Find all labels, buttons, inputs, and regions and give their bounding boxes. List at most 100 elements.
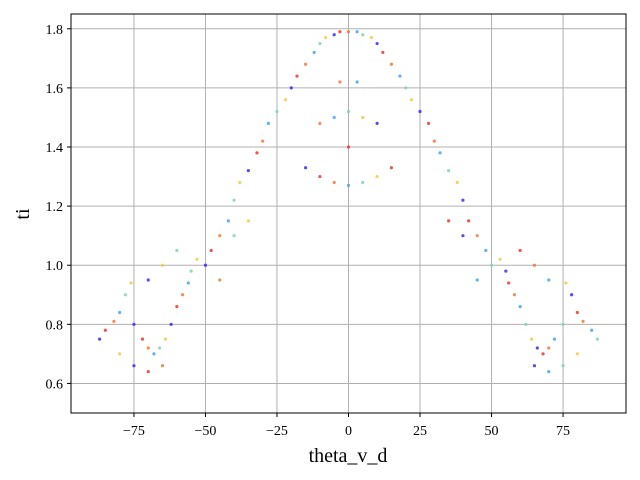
scatter-point	[209, 248, 213, 253]
scatter-point	[461, 234, 465, 238]
scatter-point	[552, 337, 557, 341]
x-tick-label: 25	[413, 424, 427, 439]
scatter-point	[112, 319, 116, 323]
x-tick-label: −75	[123, 424, 145, 439]
scatter-point	[146, 370, 150, 374]
x-axis-ticks: −75 −50 −25 0 25 50 75	[123, 413, 570, 439]
scatter-point	[504, 269, 508, 273]
scatter-point	[532, 263, 537, 267]
scatter-point	[303, 62, 308, 66]
scatter-point	[132, 322, 136, 326]
scatter-point	[158, 346, 162, 350]
scatter-point	[461, 198, 465, 202]
scatter-point	[324, 36, 328, 40]
scatter-point	[303, 166, 308, 170]
scatter-point	[581, 319, 585, 323]
scatter-point	[355, 80, 359, 84]
scatter-point	[175, 305, 179, 309]
scatter-point	[118, 310, 122, 315]
scatter-point	[346, 145, 351, 149]
scatter-point	[447, 219, 451, 223]
scatter-point	[332, 180, 336, 185]
scatter-point	[218, 278, 222, 282]
scatter-point	[475, 234, 479, 238]
x-tick-label: −25	[266, 424, 288, 439]
scatter-point	[169, 322, 173, 326]
scatter-points	[98, 30, 599, 374]
scatter-point	[398, 74, 402, 78]
scatter-point	[455, 180, 459, 185]
scatter-point	[346, 30, 351, 34]
scatter-point	[432, 139, 436, 143]
scatter-point	[332, 115, 336, 120]
scatter-point	[132, 364, 136, 368]
scatter-point	[346, 109, 351, 114]
scatter-point	[189, 269, 193, 273]
scatter-point	[361, 33, 365, 37]
scatter-point	[590, 328, 594, 332]
y-tick-label: 0.8	[46, 318, 64, 333]
scatter-point	[484, 248, 488, 253]
scatter-point	[535, 346, 539, 350]
scatter-point	[489, 263, 494, 267]
y-tick-label: 1.4	[46, 141, 64, 156]
x-tick-label: −50	[195, 424, 217, 439]
scatter-point	[261, 139, 265, 143]
scatter-point	[275, 109, 279, 114]
y-tick-label: 0.6	[46, 377, 64, 392]
scatter-point	[547, 346, 551, 350]
scatter-point	[140, 337, 145, 341]
scatter-point	[507, 281, 511, 285]
scatter-point	[381, 50, 385, 55]
scatter-point	[152, 352, 156, 356]
scatter-point	[561, 364, 565, 368]
scatter-point	[195, 257, 199, 261]
scatter-point	[255, 151, 259, 155]
scatter-point	[163, 337, 168, 341]
x-tick-label: 75	[556, 424, 570, 439]
scatter-point	[518, 305, 522, 309]
scatter-point	[146, 278, 150, 282]
scatter-point	[318, 41, 322, 46]
scatter-point	[498, 257, 502, 261]
scatter-point	[369, 36, 373, 40]
scatter-point	[375, 174, 379, 179]
scatter-point	[524, 322, 528, 326]
scatter-point	[447, 169, 451, 173]
scatter-point	[409, 98, 414, 102]
scatter-point	[318, 174, 322, 179]
scatter-point	[218, 234, 222, 238]
y-axis-ticks: 0.6 0.8 1.0 1.2 1.4 1.6 1.8	[46, 23, 71, 392]
scatter-point	[404, 86, 408, 90]
scatter-point	[146, 346, 150, 350]
scatter-point	[475, 278, 479, 282]
scatter-point	[518, 248, 522, 253]
scatter-point	[389, 62, 394, 66]
x-axis-title: theta_v_d	[309, 445, 388, 467]
scatter-point	[123, 293, 127, 297]
scatter-point	[570, 293, 574, 297]
y-tick-label: 1.2	[46, 200, 64, 215]
scatter-point	[160, 364, 165, 368]
scatter-point	[318, 121, 322, 125]
scatter-point	[103, 328, 107, 332]
scatter-point	[389, 166, 394, 170]
scatter-point	[226, 219, 230, 223]
scatter-point	[203, 263, 208, 267]
scatter-point	[232, 234, 236, 238]
scatter-point	[266, 121, 270, 125]
scatter-point	[338, 80, 342, 84]
y-tick-label: 1.0	[46, 259, 64, 274]
scatter-point	[361, 180, 365, 185]
scatter-point	[561, 322, 565, 326]
scatter-point	[175, 248, 179, 253]
scatter-point	[564, 281, 568, 285]
scatter-point	[232, 198, 236, 202]
scatter-point	[375, 121, 379, 125]
x-tick-label: 50	[485, 424, 499, 439]
scatter-point	[332, 33, 336, 37]
scatter-point	[467, 219, 471, 223]
scatter-point	[129, 281, 133, 285]
scatter-point	[361, 115, 365, 120]
